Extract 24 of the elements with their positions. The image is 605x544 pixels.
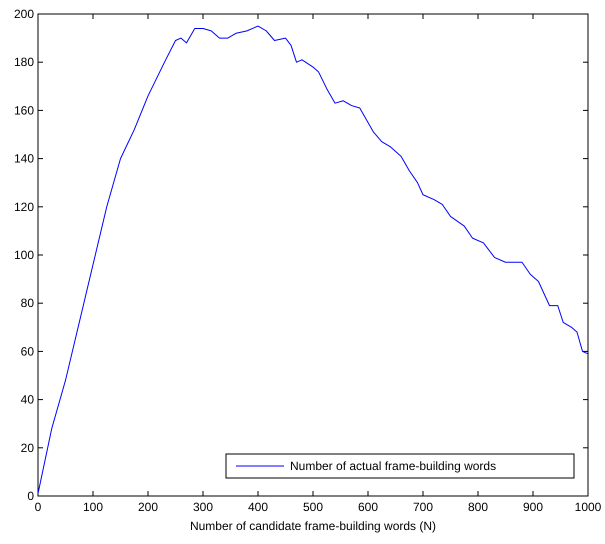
x-tick-label: 800	[468, 500, 488, 514]
x-tick-label: 500	[302, 500, 324, 514]
x-tick-label: 400	[248, 500, 268, 514]
x-tick-label: 300	[192, 500, 214, 514]
y-tick-label: 140	[14, 152, 34, 166]
line-series	[38, 26, 588, 494]
y-tick-label: 0	[27, 489, 34, 503]
legend-label: Number of actual frame-building words	[290, 459, 496, 473]
x-tick-label: 700	[412, 500, 434, 514]
x-tick-label: 1000	[574, 500, 602, 514]
y-tick-label: 200	[14, 7, 34, 21]
x-axis-title: Number of candidate frame-building words (N)	[190, 519, 436, 533]
y-tick-label: 40	[20, 392, 34, 407]
y-tick-label: 20	[20, 440, 34, 455]
x-tick-label: 600	[358, 500, 378, 514]
y-tick-label: 120	[14, 200, 34, 214]
x-tick-label: 900	[522, 500, 544, 514]
y-tick-label: 180	[14, 55, 34, 70]
x-tick-label: 200	[138, 500, 158, 514]
x-tick-label: 100	[82, 500, 104, 514]
y-tick-label: 160	[14, 103, 34, 118]
y-tick-label: 60	[20, 344, 34, 358]
y-tick-label: 100	[14, 248, 34, 262]
y-tick-label: 80	[20, 296, 34, 310]
